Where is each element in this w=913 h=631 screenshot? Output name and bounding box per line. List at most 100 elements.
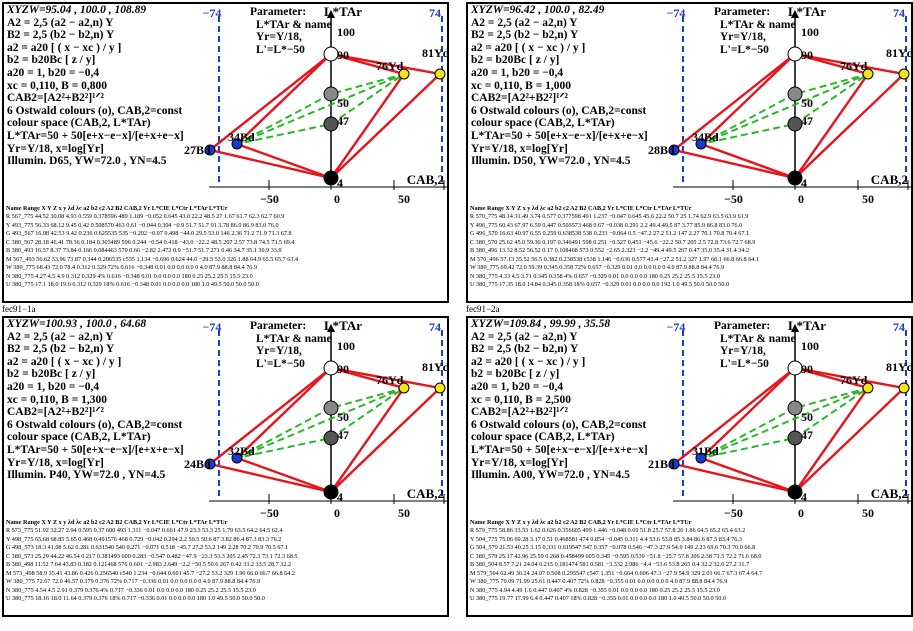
label-neg: −74 bbox=[203, 320, 222, 334]
label-ycorner: 81Yd bbox=[886, 360, 911, 374]
formula-line: b2 = b20Bc [ z / y] bbox=[471, 368, 560, 381]
label-p50: 50 bbox=[862, 506, 874, 518]
table-row: B 380_498 11.52 7.64 43.83 0.182 0.12146… bbox=[6, 561, 292, 569]
colour-data-table: Name Range X Y Z x y λd λc a2 b2 c2 A2 B… bbox=[470, 205, 911, 290]
formula-line: XYZW=100.93 , 100.0 , 64.68 bbox=[7, 318, 147, 330]
grey-point-50 bbox=[787, 86, 803, 102]
label-bleft: 24Bd bbox=[184, 457, 211, 471]
color-diagram: −74 74 100 90 50 47 4 76Yd 81Yd 34Bd 27Bd CAB,2 L*TA… bbox=[184, 4, 447, 204]
table-row: G 496_570 16.63 40.97 6.55 0.259 0.63853… bbox=[470, 230, 750, 238]
table-row: R 570_775 48.14 31.49 3.74 0.577 0.37759… bbox=[470, 213, 749, 221]
yellow-point bbox=[862, 68, 874, 80]
label-lax: L*TAr bbox=[324, 318, 362, 333]
table-row: B 380_493 16.37 8.37 73.84 0.166 0.08446… bbox=[6, 247, 282, 255]
black-point bbox=[787, 484, 803, 500]
black-point bbox=[323, 484, 339, 500]
colour-data-table: Name Range X Y Z x y λd λc a2 b2 c2 A2 B… bbox=[6, 519, 447, 604]
diagram-panel: −74 74 100 90 50 47 4 76Yd 81Yd 32Bd 24Bd CAB,2 L*TA… bbox=[2, 316, 449, 617]
label-l100: 100 bbox=[337, 25, 355, 39]
formula-line: CAB2=[A2²+B2²]¹ᐟ² bbox=[471, 92, 568, 105]
table-row: U 380_775 19.77 17.99 6.4 0.447 0.407 18… bbox=[470, 595, 726, 603]
formula-line: A2 = 2,5 (a2 − a2,n) Y bbox=[7, 16, 114, 29]
label-l47: 47 bbox=[337, 114, 349, 128]
table-row: C 380_570 25.62 45.0 59.36 0.197 0.34649… bbox=[470, 238, 756, 246]
label-l100: 100 bbox=[337, 339, 355, 353]
formula-line: a20 = 1, b20 = −0,4 bbox=[471, 66, 564, 79]
parameter-line: L'=L*−50 bbox=[256, 357, 305, 370]
formula-line: Yr=Y/18, x=log[Yr] bbox=[471, 456, 568, 469]
table-row: Y 504_775 75.06 69.28 3.17 0.51 0.468581… bbox=[470, 535, 743, 543]
label-l90: 90 bbox=[337, 362, 349, 376]
label-l50: 50 bbox=[337, 96, 349, 110]
formula-line: Illumin. D50, YW=72.0 , YN=4.5 bbox=[471, 155, 631, 168]
label-neg: −74 bbox=[203, 6, 222, 20]
label-l4: 4 bbox=[801, 176, 807, 190]
formula-line: colour space (CAB,2, L*TAr) bbox=[7, 117, 151, 130]
table-header: Name Range X Y Z x y λd λc a2 b2 c2 A2 B… bbox=[6, 205, 228, 212]
label-y: 76Yd bbox=[376, 59, 404, 73]
yellow-point bbox=[862, 382, 874, 394]
formula-line: a2 = a20 [ ( x − xc ) / y ] bbox=[7, 41, 122, 54]
formula-line: b2 = b20Bc [ z / y] bbox=[7, 54, 96, 67]
white-point bbox=[787, 360, 803, 376]
label-l47: 47 bbox=[801, 428, 813, 442]
parameter-line: L'=L*−50 bbox=[720, 357, 769, 370]
formula-line: a2 = a20 [ ( x − xc ) / y ] bbox=[471, 355, 586, 368]
colour-data-table: Name Range X Y Z x y λd λc a2 b2 c2 A2 B… bbox=[6, 205, 447, 290]
table-row: Y 498_775 65.68 68.85 5.65 0.468 0.49157… bbox=[6, 535, 282, 543]
formula-line: a2 = a20 [ ( x − xc ) / y ] bbox=[471, 41, 586, 54]
colour-data-table: Name Range X Y Z x y λd λc a2 b2 c2 A2 B… bbox=[470, 519, 911, 604]
label-y: 76Yd bbox=[840, 373, 868, 387]
formula-line: L*TAr=50 + 50[e+x−e−x]/[e+x+e−x] bbox=[471, 443, 648, 456]
label-l90: 90 bbox=[801, 48, 813, 62]
formula-line: L*TAr=50 + 50[e+x−e−x]/[e+x+e−x] bbox=[7, 443, 184, 456]
formula-line: Illumin. P40, YW=72.0 , YN=4.5 bbox=[7, 469, 166, 482]
label-p0: 0 bbox=[334, 192, 340, 204]
table-row: W 380_775 68.43 72.0 78.4 0.312 0.329 72… bbox=[6, 264, 258, 272]
table-header: Name Range X Y Z x y λd λc a2 b2 c2 A2 B… bbox=[6, 519, 228, 526]
label-b: 34Bd bbox=[692, 130, 719, 144]
label-m50: −50 bbox=[724, 506, 743, 518]
table-row: U 380_775 17.35 18.0 14.84 0.345 0.358 1… bbox=[470, 281, 730, 289]
yellow-point bbox=[398, 382, 410, 394]
grey-point-50 bbox=[323, 86, 339, 102]
formula-line: B2 = 2,5 (b2 − b2,n) Y bbox=[7, 29, 115, 42]
label-m50: −50 bbox=[260, 192, 279, 204]
label-l100: 100 bbox=[801, 339, 819, 353]
blue-point bbox=[695, 138, 707, 150]
table-row: N 380_775 4.33 4.5 3.71 0.345 0.358 4% 0… bbox=[470, 272, 720, 280]
yellow-corner-point bbox=[898, 382, 910, 394]
label-l47: 47 bbox=[337, 428, 349, 442]
label-y: 76Yd bbox=[376, 373, 404, 387]
table-row: M 567_493 56.62 33.96 73.87 0.344 0.2065… bbox=[6, 255, 299, 263]
label-l90: 90 bbox=[337, 48, 349, 62]
blue-point bbox=[695, 452, 707, 464]
formula-block: XYZW=96.42 , 100.0 , 82.49 A2 = 2,5 (a2 −… bbox=[471, 4, 711, 168]
label-p50: 50 bbox=[398, 506, 410, 518]
diagram-panel: −74 74 100 90 50 47 4 76Yd 81Yd 34Bd 27Bd CAB,2 L*TA… bbox=[2, 2, 449, 303]
label-cab: CAB,2 bbox=[407, 486, 444, 501]
parameter-line: Yr=Y/18, bbox=[256, 31, 302, 44]
blue-left-point bbox=[668, 144, 680, 156]
color-diagram: −74 74 100 90 50 47 4 76Yd 81Yd 32Bd 24Bd CAB,2 L*TA… bbox=[184, 318, 447, 518]
label-l50: 50 bbox=[801, 96, 813, 110]
formula-line: colour space (CAB,2, L*TAr) bbox=[7, 431, 151, 444]
label-bleft: 27Bd bbox=[184, 143, 211, 157]
color-diagram: −74 74 100 90 50 47 4 76Yd 81Yd 34Bd 28Bd CAB,2 L*TA… bbox=[648, 4, 911, 204]
blue-left-point bbox=[204, 144, 216, 156]
table-row: W 380_775 79.09 71.99 25.61 0.447 0.407 … bbox=[470, 578, 728, 586]
label-p0: 0 bbox=[798, 192, 804, 204]
label-neg: −74 bbox=[667, 6, 686, 20]
formula-line: xc = 0,110, B = 2,500 bbox=[471, 393, 571, 406]
formula-line: xc = 0,110, B = 0,800 bbox=[7, 79, 107, 92]
parameter-line: L'=L*−50 bbox=[720, 43, 769, 56]
formula-line: 6 Ostwald colours (o), CAB,2=const bbox=[7, 104, 183, 117]
label-cab: CAB,2 bbox=[407, 172, 444, 187]
table-row: Y 496_775 60.43 67.97 6.59 0.447 0.50357… bbox=[470, 221, 743, 229]
table-row: N 380_775 4.27 4.5 4.9 0.312 0.329 4% 0.… bbox=[6, 272, 253, 280]
diagram-panel: −74 74 100 90 50 47 4 76Yd 81Yd 34Bd 28Bd CAB,2 L*TA… bbox=[466, 2, 913, 303]
color-diagram: −74 74 100 90 50 47 4 76Yd 81Yd 31Bd 21Bd CAB,2 L*TA… bbox=[648, 318, 911, 518]
parameter-line: Parameter: bbox=[250, 6, 307, 18]
table-row: G 498_573 18.3 41.08 5.62 0.281 0.631540… bbox=[6, 544, 289, 552]
grey-point-50 bbox=[323, 400, 339, 416]
